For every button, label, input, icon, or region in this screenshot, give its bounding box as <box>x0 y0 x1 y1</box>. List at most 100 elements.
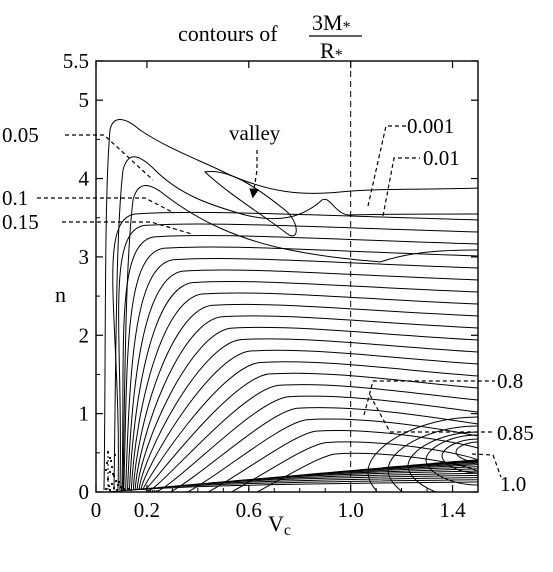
contour-line <box>146 384 478 492</box>
y-tick-label: 3 <box>79 245 90 269</box>
noise-dot <box>104 487 108 491</box>
noise-dot <box>106 477 110 481</box>
contour-line <box>138 338 478 491</box>
title-denominator: R* <box>320 38 343 64</box>
contour-line <box>121 234 478 491</box>
contour-line <box>432 453 478 464</box>
chart-title: contours of 3M* R* <box>178 10 362 64</box>
contour-line <box>144 372 478 491</box>
noise-dot <box>109 459 113 463</box>
y-tick-label: 2 <box>79 323 90 347</box>
contour-line <box>128 280 478 491</box>
contour-line <box>127 269 478 491</box>
contour-line <box>155 441 478 492</box>
leader-0.05 <box>65 134 154 181</box>
leader-0.15 <box>62 221 193 235</box>
noise-dot <box>116 483 120 487</box>
contour-line <box>140 349 478 491</box>
contour-line <box>113 156 478 491</box>
y-tick-label: 1 <box>79 402 90 426</box>
leader-1.0 <box>471 453 502 478</box>
y-tick-label: 4 <box>79 167 90 191</box>
x-tick-label: 0 <box>91 498 102 522</box>
noise-dot <box>108 470 112 474</box>
contour-label-0.15: 0.15 <box>2 210 39 234</box>
contour-label-0.05: 0.05 <box>2 123 39 147</box>
noise-dot <box>112 474 116 478</box>
contour-line <box>130 292 478 491</box>
noise-dot <box>104 468 108 472</box>
contour-line <box>307 463 478 475</box>
contour-label-0.85: 0.85 <box>497 421 534 445</box>
title-prefix: contours of <box>178 21 278 46</box>
noise-dot <box>122 487 126 491</box>
noise-dot <box>117 480 121 484</box>
y-tick-label: 0 <box>79 480 90 504</box>
contour-lines <box>103 119 478 492</box>
contour-line <box>149 407 478 492</box>
contour-line <box>207 472 478 484</box>
contour-line <box>441 438 478 474</box>
contour-labels: 0.05 0.1 0.15 0.001 0.01 0.8 0.85 1.0 va… <box>2 114 534 496</box>
contour-line <box>425 434 478 486</box>
noise-dot <box>105 461 109 465</box>
contour-line <box>112 211 478 491</box>
contour-line <box>125 257 478 491</box>
axis-ticks: 0 0.2 0.6 1.0 1.4 0 1 2 3 4 5 5.5 <box>63 49 478 522</box>
noise-dot <box>114 479 118 483</box>
leader-0.85 <box>369 394 495 433</box>
noise-dot <box>126 487 130 491</box>
contour-line <box>136 326 478 491</box>
contour-line <box>357 460 478 471</box>
leader-0.01 <box>382 157 420 217</box>
x-tick-label: 0.2 <box>134 498 160 522</box>
plot-frame <box>95 60 479 493</box>
noise-dot <box>108 456 112 460</box>
noise-dot <box>110 482 114 486</box>
y-axis-label: n <box>55 282 66 307</box>
contour-line <box>134 315 478 491</box>
noise-dot <box>110 465 114 469</box>
contour-label-leaders <box>37 125 502 478</box>
y-tick-label: 5.5 <box>63 49 89 73</box>
noise-dot <box>108 488 112 492</box>
low-velocity-noise <box>104 450 133 492</box>
x-tick-label: 0.6 <box>236 498 262 522</box>
contour-line <box>147 395 478 492</box>
contour-line <box>153 430 478 492</box>
contour-label-0.1: 0.1 <box>2 186 28 210</box>
x-tick-label: 1.4 <box>439 498 466 522</box>
noise-dot <box>112 486 116 490</box>
contour-line <box>203 171 297 237</box>
noise-dot <box>129 488 133 492</box>
contour-line <box>282 466 478 478</box>
leader-0.8 <box>363 380 495 416</box>
contour-label-0.001: 0.001 <box>407 114 454 138</box>
contour-label-0.01: 0.01 <box>423 146 460 170</box>
contour-line <box>232 470 478 482</box>
contour-line <box>332 462 478 473</box>
noise-dot <box>113 453 117 457</box>
noise-dot <box>111 472 115 476</box>
x-axis-label: Vc <box>268 511 291 539</box>
contour-label-1.0: 1.0 <box>500 472 526 496</box>
contour-line <box>132 303 478 491</box>
valley-annotation: valley <box>229 121 281 145</box>
noise-dot <box>119 485 123 489</box>
contour-line <box>142 361 478 491</box>
contour-line <box>122 185 478 491</box>
valley-arrow <box>249 150 259 199</box>
contour-line <box>123 246 478 491</box>
contour-line <box>257 468 478 480</box>
x-tick-label: 1.0 <box>338 498 364 522</box>
contour-line <box>118 223 478 491</box>
contour-line <box>407 455 478 467</box>
noise-dot <box>115 488 119 492</box>
y-tick-label: 5 <box>79 88 90 112</box>
leader-0.1 <box>37 197 175 214</box>
contour-line <box>103 119 478 491</box>
title-numerator: 3M* <box>312 10 351 36</box>
contour-label-0.8: 0.8 <box>497 369 523 393</box>
contour-line <box>151 418 478 492</box>
